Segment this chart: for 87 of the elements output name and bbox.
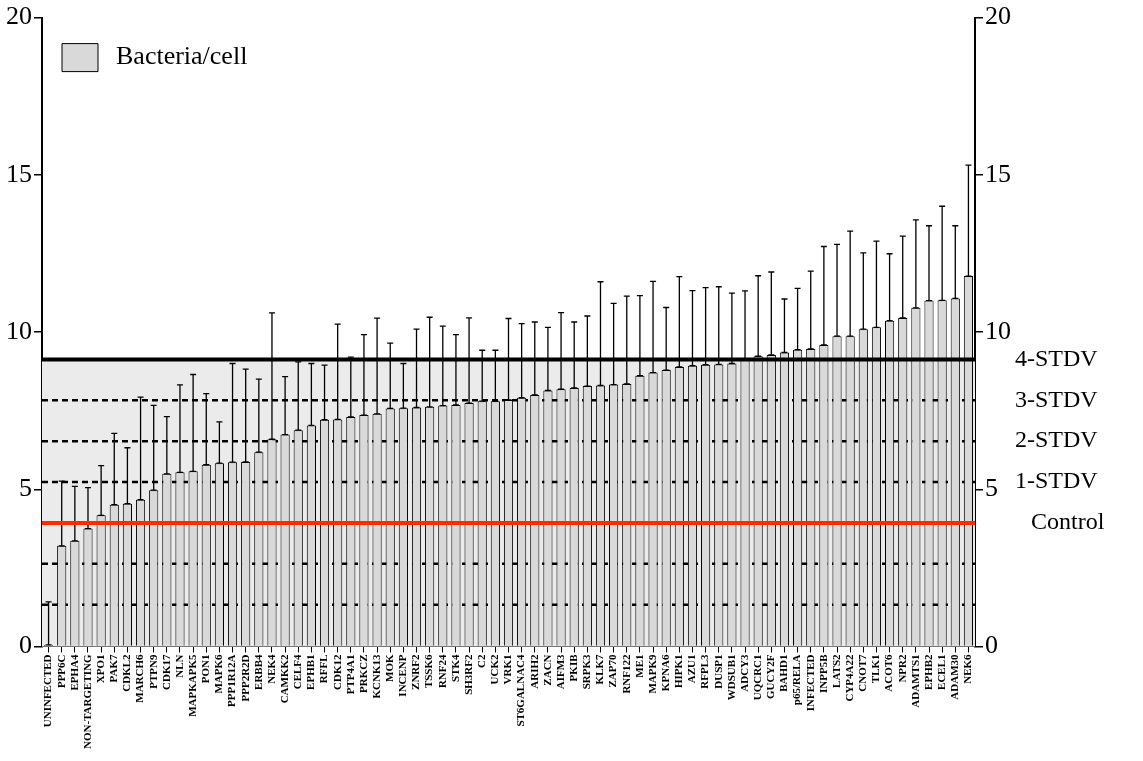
x-tick-label: ARIH2 <box>527 653 540 689</box>
x-tick-label: LATS2 <box>829 653 842 688</box>
x-tick-label: CELF4 <box>291 653 304 690</box>
y2-tick-label: 15 <box>6 158 32 188</box>
x-tick-label: CNOT7 <box>856 653 869 692</box>
x-tick-label: ADAM30 <box>948 653 961 700</box>
y2-tick-label: 20 <box>6 1 32 31</box>
x-tick-label: GUCY2F <box>764 654 777 700</box>
x-tick-label: MAPK9 <box>645 653 658 694</box>
x-tick-label: RFFL <box>317 654 330 684</box>
x-tick-label: WDSUB1 <box>724 654 737 701</box>
x-tick-label: ERBB4 <box>251 653 264 690</box>
x-tick-label: ST6GALNAC4 <box>514 653 527 727</box>
x-tick-label: INFECTED <box>803 654 816 712</box>
y-tick-label: 0 <box>985 630 998 660</box>
x-tick-label: PPP1R12A <box>225 654 238 708</box>
x-tick-label: MAPK6 <box>212 653 225 694</box>
x-tick-label: SH3RF2 <box>461 653 474 695</box>
x-tick-label: PTPN9 <box>146 653 159 689</box>
x-tick-label: UQCRC1 <box>751 654 764 701</box>
x-tick-label: KPNA6 <box>659 653 672 692</box>
y2-tick-label: 5 <box>19 473 32 503</box>
x-tick-label: RNF24 <box>435 653 448 689</box>
x-tick-label: NON-TARGETING <box>80 654 93 750</box>
x-tick-label: PKIB <box>567 653 580 682</box>
x-tick-label: PAK7 <box>107 653 120 683</box>
x-tick-label: TSSK6 <box>422 653 435 689</box>
x-tick-label: SRPK3 <box>580 653 593 690</box>
y-tick-label: 10 <box>985 315 1011 345</box>
ref-line-label: 4-STDV <box>1015 344 1099 371</box>
y2-tick-label: 0 <box>19 630 32 660</box>
x-tick-label: ADCY3 <box>737 653 750 692</box>
x-tick-label: CAMKK2 <box>277 653 290 704</box>
y-tick-label: 5 <box>985 473 998 503</box>
x-tick-label: ADAMTS1 <box>908 654 921 708</box>
x-tick-label: PRKCZ <box>356 654 369 693</box>
x-tick-label: EPHA4 <box>67 653 80 691</box>
ref-line-label: 3-STDV <box>1015 385 1099 412</box>
x-tick-label: ZNRF2 <box>409 653 422 690</box>
x-tick-label: EPHB1 <box>304 654 317 690</box>
x-tick-label: ME1 <box>632 654 645 678</box>
legend-label: Bacteria/cell <box>116 41 248 71</box>
x-tick-label: STK4 <box>448 653 461 682</box>
x-tick-label: PTP4A1 <box>343 654 356 695</box>
x-tick-label: RNF122 <box>619 653 632 694</box>
x-tick-label: MAPKAPK5 <box>185 653 198 717</box>
x-tick-label: PON1 <box>199 654 212 684</box>
x-tick-label: ZACN <box>540 654 553 686</box>
y-tick-label: 20 <box>985 1 1011 31</box>
x-tick-label: BAHD1 <box>777 654 790 692</box>
x-tick-label: KLK7 <box>593 653 606 685</box>
x-tick-label: RFPL3 <box>698 653 711 689</box>
ref-line-label: 1-STDV <box>1015 467 1099 494</box>
ref-line-label: 2-STDV <box>1015 426 1099 453</box>
y-tick-label: 15 <box>985 158 1011 188</box>
x-tick-label: AZU1 <box>685 654 698 684</box>
x-tick-label: INCENP <box>396 654 409 697</box>
x-tick-label: VRK1 <box>501 654 514 685</box>
x-tick-label: NEK6 <box>961 653 974 684</box>
x-tick-label: TLK1 <box>869 654 882 684</box>
x-tick-label: UCK2 <box>488 653 501 685</box>
x-tick-label: XPO1 <box>93 654 106 684</box>
x-tick-label: C2 <box>475 653 488 668</box>
x-tick-label: CYP4A22 <box>843 653 856 702</box>
x-tick-label: p65/RELA <box>790 654 803 706</box>
x-tick-label: EPHB2 <box>921 653 934 690</box>
x-tick-label: CDKL2 <box>120 653 133 692</box>
x-tick-label: CDK12 <box>330 653 343 690</box>
x-tick-label: AIFM3 <box>553 653 566 690</box>
x-tick-label: NPR2 <box>895 653 908 683</box>
x-tick-label: NLN <box>172 654 185 678</box>
x-tick-label: PPP6C <box>54 654 67 689</box>
x-tick-label: ACOT6 <box>882 653 895 692</box>
x-tick-label: ECEL1 <box>934 654 947 690</box>
ref-line-label: Control <box>1031 508 1105 535</box>
x-tick-label: HIPK1 <box>672 654 685 689</box>
x-tick-label: PPP2R2D <box>238 654 251 702</box>
x-tick-label: DUSP1 <box>711 654 724 689</box>
x-tick-label: ZAP70 <box>606 653 619 688</box>
x-tick-label: MOK <box>383 654 396 682</box>
x-tick-label: MARCH6 <box>133 653 146 703</box>
x-tick-label: INPP5B <box>816 653 829 693</box>
x-tick-label: UNINFECTED <box>41 654 54 728</box>
x-tick-label: KCNK13 <box>369 653 382 699</box>
x-tick-label: NEK4 <box>264 653 277 684</box>
y2-tick-label: 10 <box>6 315 32 345</box>
x-tick-label: CDK17 <box>159 653 172 690</box>
